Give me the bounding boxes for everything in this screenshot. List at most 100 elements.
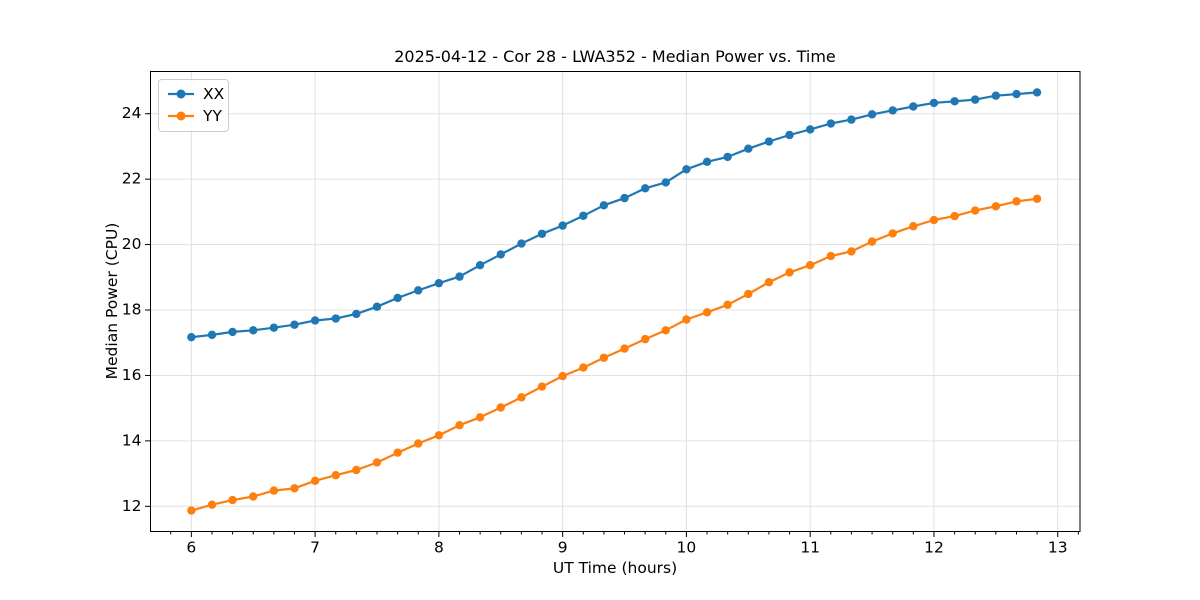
data-point-marker-yy [847, 247, 856, 256]
x-tick-label: 8 [434, 539, 444, 557]
data-point-marker-xx [310, 316, 320, 325]
y-tick-label: 24 [122, 104, 142, 122]
data-point-marker-yy [537, 382, 547, 391]
data-point-marker-yy [641, 334, 650, 344]
data-point-marker-xx [950, 97, 959, 106]
y-tick-label: 14 [122, 431, 142, 449]
legend-line-marker-icon [168, 111, 194, 121]
data-point-marker-xx [414, 286, 423, 295]
data-point-marker-xx [475, 260, 485, 270]
data-point-marker-xx [1032, 88, 1042, 97]
data-point-marker-yy [414, 439, 423, 448]
legend: XX YY [158, 79, 229, 132]
x-tick-label: 10 [677, 539, 697, 557]
data-point-marker-yy [558, 371, 567, 381]
data-point-marker-yy [496, 403, 505, 412]
y-tick-label: 18 [122, 301, 142, 319]
data-point-marker-yy [187, 506, 196, 515]
x-tick-label: 13 [1048, 539, 1068, 557]
data-point-marker-xx [579, 211, 588, 220]
data-point-marker-yy [599, 353, 609, 362]
data-point-marker-yy [434, 431, 444, 440]
x-axis-label: UT Time (hours) [552, 559, 678, 577]
data-point-marker-yy [909, 222, 918, 231]
data-point-marker-yy [764, 277, 774, 287]
data-point-marker-yy [1012, 197, 1021, 206]
x-tick-label: 6 [186, 539, 196, 557]
x-tick-label: 9 [558, 539, 568, 557]
plot-border [150, 71, 1081, 532]
data-point-marker-yy [888, 229, 897, 238]
data-point-marker-xx [785, 130, 794, 140]
data-point-marker-xx [558, 221, 567, 230]
data-point-marker-xx [723, 152, 732, 162]
data-point-marker-xx [867, 110, 877, 119]
data-point-marker-xx [888, 106, 897, 115]
data-point-marker-xx [1012, 89, 1021, 99]
data-point-marker-xx [517, 239, 526, 248]
legend-label: XX [203, 85, 225, 103]
data-point-marker-xx [805, 125, 815, 134]
data-point-marker-yy [950, 211, 959, 221]
data-point-marker-yy [785, 268, 794, 277]
data-point-marker-yy [579, 363, 588, 372]
data-point-marker-yy [970, 206, 980, 215]
legend-line-marker-icon [168, 89, 194, 99]
data-point-marker-yy [249, 492, 258, 501]
data-point-marker-xx [187, 332, 196, 342]
x-tick-label: 12 [924, 539, 944, 557]
data-point-marker-yy [867, 237, 877, 246]
legend-entry-xx: XX [166, 83, 228, 105]
y-tick-label: 16 [122, 366, 142, 384]
data-point-marker-xx [249, 326, 258, 335]
data-point-marker-xx [641, 184, 650, 193]
series-line-yy [190, 197, 1039, 512]
data-point-marker-yy [682, 315, 691, 324]
data-point-marker-xx [434, 278, 444, 288]
data-point-marker-xx [290, 320, 299, 329]
data-point-marker-yy [929, 215, 939, 225]
data-point-marker-xx [537, 229, 547, 238]
data-point-marker-xx [661, 178, 670, 187]
data-point-marker-yy [310, 476, 320, 485]
series-line-xx [190, 91, 1039, 339]
data-point-marker-xx [207, 330, 217, 340]
x-tick-label: 11 [800, 539, 820, 557]
data-point-marker-xx [599, 201, 609, 210]
data-point-marker-xx [970, 95, 980, 104]
data-point-marker-yy [517, 393, 526, 402]
data-point-marker-yy [661, 326, 670, 335]
data-point-marker-xx [620, 193, 629, 203]
data-point-marker-yy [702, 308, 712, 317]
data-point-marker-yy [826, 251, 836, 261]
legend-label: YY [203, 107, 222, 125]
y-tick-label: 12 [122, 497, 142, 515]
data-point-marker-yy [805, 260, 815, 270]
data-point-marker-xx [269, 323, 279, 332]
data-point-marker-xx [764, 137, 774, 146]
data-point-marker-xx [847, 115, 856, 124]
data-point-marker-xx [352, 309, 361, 319]
data-point-marker-xx [929, 98, 939, 108]
data-point-marker-xx [702, 157, 712, 166]
data-point-marker-xx [682, 165, 691, 174]
data-point-marker-yy [455, 420, 464, 430]
data-point-marker-yy [991, 202, 1001, 211]
x-tick-label: 7 [310, 539, 320, 557]
data-point-marker-xx [372, 302, 382, 311]
data-point-marker-yy [723, 300, 732, 309]
data-point-marker-yy [269, 486, 279, 495]
data-point-marker-yy [620, 344, 629, 353]
data-point-marker-xx [496, 250, 505, 259]
data-point-marker-yy [228, 495, 237, 505]
data-point-marker-xx [228, 327, 237, 337]
legend-entry-yy: YY [166, 105, 228, 127]
data-point-marker-yy [393, 448, 402, 457]
data-point-marker-xx [331, 314, 340, 323]
y-tick-label: 22 [122, 170, 142, 188]
data-point-marker-yy [372, 458, 382, 467]
data-point-marker-xx [991, 91, 1001, 100]
data-point-marker-yy [331, 471, 340, 480]
